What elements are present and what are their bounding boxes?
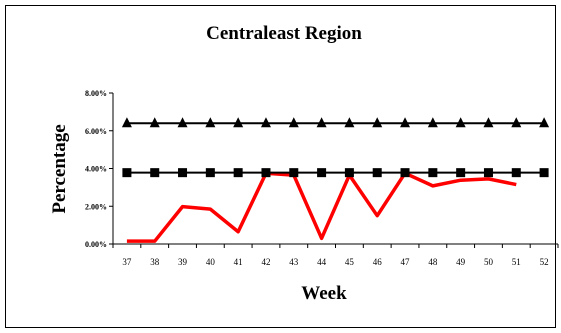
x-tick-label: 43 [289,257,299,267]
axes: 0.00% 2.00% 4.00% 6.00% 8.00% 37 38 39 40 41 42 43 4… [85,89,559,267]
data-point-triangle [427,117,438,128]
data-point-triangle [205,117,216,128]
data-point-square [150,168,160,178]
data-point-triangle [121,117,132,128]
data-point-triangle [316,117,327,128]
data-point-triangle [149,117,160,128]
x-tick-label: 40 [206,257,216,267]
data-point-square [456,168,466,178]
x-tick-label: 52 [540,257,549,267]
x-tick-label: 39 [178,257,188,267]
x-tick-label: 48 [428,257,438,267]
x-tick-label: 50 [484,257,494,267]
chart-border [5,5,556,328]
x-tick-label: 49 [456,257,466,267]
x-tick-label: 46 [373,257,383,267]
series-2 [122,168,549,178]
data-point-triangle [539,117,550,128]
data-point-square [483,168,493,178]
data-point-triangle [483,117,494,128]
y-tick-label: 2.00% [85,202,107,211]
x-axis-label: Week [301,283,347,304]
data-point-triangle [511,117,522,128]
x-tick-label: 42 [261,257,270,267]
data-point-square [344,168,354,178]
data-point-triangle [233,117,244,128]
series-line [126,171,517,243]
data-point-triangle [372,117,383,128]
x-tick-label: 45 [345,257,355,267]
data-point-square [317,168,327,178]
data-point-square [428,168,438,178]
data-point-triangle [455,117,466,128]
data-point-square [205,168,215,178]
data-point-triangle [260,117,271,128]
x-tick-label: 44 [317,257,327,267]
data-point-triangle [344,117,355,128]
series-3 [121,117,550,128]
data-point-square [511,168,521,178]
y-axis-label: Percentage [49,124,70,213]
y-tick-label: 8.00% [85,89,107,98]
y-tick-label: 0.00% [85,240,107,249]
data-point-triangle [177,117,188,128]
data-point-triangle [288,117,299,128]
x-tick-label: 41 [234,257,243,267]
x-tick-label: 37 [122,257,132,267]
data-point-square [372,168,382,178]
data-point-square [178,168,188,178]
data-point-square [233,168,243,178]
data-point-triangle [400,117,411,128]
data-point-square [289,168,299,178]
x-tick-label: 47 [401,257,411,267]
data-point-square [122,168,132,178]
y-tick-label: 6.00% [85,127,107,136]
data-point-square [400,168,410,178]
chart-title: Centraleast Region [206,23,362,44]
x-tick-label: 51 [512,257,521,267]
data-point-square [261,168,271,178]
y-tick-label: 4.00% [85,165,107,174]
x-tick-label: 38 [150,257,160,267]
series-layer [121,117,550,243]
data-point-square [539,168,549,178]
series-1 [126,171,517,243]
